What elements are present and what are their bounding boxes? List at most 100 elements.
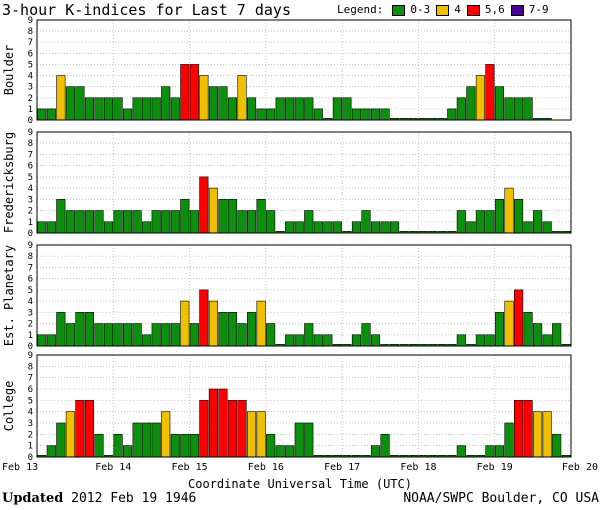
k-index-bar (84, 210, 95, 234)
panel-label: Fredericksburg (2, 132, 16, 233)
k-index-bar (208, 300, 218, 347)
k-index-bar (294, 422, 304, 458)
k-index-bar (266, 323, 276, 347)
k-index-bar (37, 221, 47, 234)
k-index-bar (123, 210, 133, 234)
y-tick-label: 3 (28, 308, 33, 318)
k-index-bar (132, 210, 142, 234)
k-index-bar (56, 422, 66, 458)
y-tick-label: 5 (28, 173, 33, 183)
y-tick-label: 1 (28, 442, 33, 452)
y-tick-label: 3 (28, 195, 33, 205)
k-index-bar (380, 108, 390, 121)
k-index-bar (237, 323, 247, 347)
k-index-bar (227, 400, 238, 458)
k-index-bar (161, 411, 171, 458)
k-index-bar (246, 411, 257, 458)
k-index-bar (132, 97, 142, 121)
k-index-bar (256, 199, 266, 234)
k-index-bar (256, 411, 266, 458)
k-index-bar (123, 108, 133, 121)
k-index-bar (56, 199, 66, 234)
legend-item-4: 4 (436, 3, 461, 17)
x-tick-label: Feb 19 (477, 462, 513, 473)
k-index-bar (304, 210, 314, 234)
k-index-bar (218, 199, 228, 234)
k-index-bar (313, 221, 323, 234)
k-index-bar (189, 210, 199, 234)
k-index-bar (485, 64, 495, 121)
k-index-bar (123, 323, 133, 347)
plot-frame (36, 19, 572, 121)
k-index-bar (256, 300, 266, 347)
k-index-bar (65, 323, 75, 347)
legend-item-5-6: 5,6 (466, 3, 505, 17)
k-index-bar (313, 108, 323, 121)
k-index-bar (46, 221, 56, 234)
x-tick-label: Feb 17 (324, 462, 360, 473)
k-index-bar (456, 97, 466, 121)
k-index-bar (266, 108, 276, 121)
k-index-bar (113, 323, 123, 347)
k-index-bar (113, 97, 123, 121)
k-index-bar (170, 210, 180, 234)
x-tick-label: Feb 14 (95, 462, 131, 473)
k-index-bar (237, 75, 247, 121)
k-index-bar (56, 312, 66, 347)
k-index-bar (199, 75, 209, 121)
k-index-bar (94, 323, 104, 347)
k-index-bar (380, 221, 390, 234)
chart-title: 3-hour K-indices for Last 7 days (2, 1, 291, 19)
legend-swatch-red (466, 4, 480, 16)
k-index-bar (275, 445, 285, 458)
k-index-bar (142, 97, 152, 121)
k-index-bar (466, 86, 476, 121)
legend-item-label: 4 (454, 3, 461, 16)
k-index-bar (370, 221, 381, 234)
k-index-bar (494, 312, 505, 347)
k-index-bar (170, 434, 180, 458)
x-axis-label: Coordinate Universal Time (UTC) (188, 477, 412, 491)
k-index-bar (332, 221, 342, 234)
k-index-bar (256, 108, 266, 121)
k-index-bar (285, 221, 295, 234)
k-index-bar (151, 97, 161, 121)
k-index-bar (199, 400, 209, 458)
k-index-bar (456, 210, 466, 234)
k-index-bar (132, 323, 142, 347)
k-index-bar (103, 221, 114, 234)
k-index-bar (485, 210, 495, 234)
k-index-bar (266, 210, 276, 234)
k-index-bar (84, 312, 95, 347)
k-index-bar (113, 210, 123, 234)
k-index-bar (227, 97, 238, 121)
y-tick-label: 9 (28, 16, 33, 26)
legend-item-label: 0-3 (410, 3, 431, 16)
x-tick-label: Feb 18 (400, 462, 436, 473)
legend-item-7-9: 7-9 (510, 3, 549, 17)
x-tick-label: Feb 13 (2, 462, 38, 473)
k-index-bar (351, 108, 362, 121)
k-index-bar (533, 210, 543, 234)
y-tick-label: 5 (28, 60, 33, 70)
k-index-bar (533, 411, 543, 458)
y-tick-label: 4 (28, 408, 33, 418)
k-index-bar (46, 334, 56, 347)
legend-swatch-purple (510, 4, 524, 16)
y-tick-label: 0 (28, 116, 33, 126)
k-index-bar (351, 334, 362, 347)
k-index-bar (370, 445, 381, 458)
k-index-bar (523, 400, 533, 458)
y-tick-label: 6 (28, 162, 33, 172)
y-tick-label: 9 (28, 351, 33, 361)
k-index-bar (151, 422, 161, 458)
k-index-bar (142, 422, 152, 458)
k-index-bar (475, 210, 485, 234)
k-index-bar (361, 323, 371, 347)
y-tick-label: 3 (28, 419, 33, 429)
k-index-bar (180, 64, 190, 121)
legend-item-0-3: 0-3 (392, 3, 430, 17)
k-index-bar (218, 86, 228, 121)
legend-swatch-yellow (436, 4, 450, 16)
k-index-bar (218, 388, 228, 458)
